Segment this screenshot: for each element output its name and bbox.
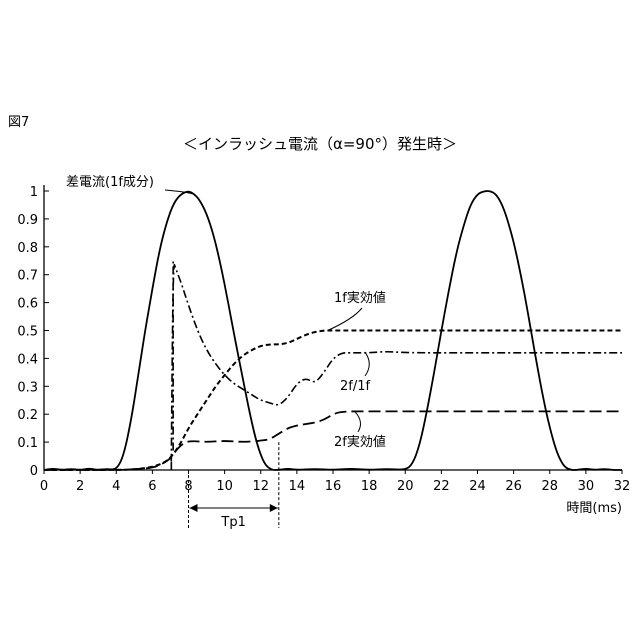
y-tick-label: 0.4	[17, 352, 38, 367]
tp1-arrowhead	[189, 504, 198, 512]
annotation-leader	[364, 352, 370, 377]
y-tick-label: 0.2	[17, 408, 38, 423]
series-line	[44, 329, 622, 471]
y-tick-label: 0	[30, 464, 38, 479]
x-tick-label: 22	[433, 479, 450, 494]
tp1-arrowhead	[269, 504, 278, 512]
y-tick-label: 0.7	[17, 269, 38, 284]
x-tick-label: 24	[469, 479, 486, 494]
x-tick-label: 14	[289, 479, 306, 494]
x-tick-label: 6	[148, 479, 156, 494]
x-tick-label: 32	[614, 479, 631, 494]
annotation-label: 2f実効値	[334, 434, 386, 450]
y-tick-label: 1	[30, 185, 38, 200]
x-axis-label: 時間(ms)	[566, 501, 622, 516]
annotation-leader	[164, 189, 193, 195]
y-tick-label: 0.3	[17, 380, 38, 395]
y-tick-label: 0.6	[17, 297, 38, 312]
annotation-leader	[327, 307, 363, 331]
chart-title: ＜インラッシュ電流（α=90°）発生時＞	[182, 135, 458, 153]
x-tick-label: 4	[112, 479, 120, 494]
x-tick-label: 20	[397, 479, 414, 494]
series-line	[43, 190, 622, 471]
series-line	[170, 264, 622, 462]
y-tick-label: 0.1	[17, 436, 38, 451]
tp1-label: Tp1	[220, 515, 245, 530]
x-tick-label: 30	[578, 479, 595, 494]
x-tick-label: 0	[40, 479, 48, 494]
x-tick-label: 16	[325, 479, 342, 494]
series-line	[44, 410, 622, 471]
x-tick-label: 26	[505, 479, 522, 494]
x-tick-label: 12	[252, 479, 269, 494]
x-tick-label: 28	[541, 479, 558, 494]
x-tick-label: 10	[216, 479, 233, 494]
annotation-label: 2f/1f	[340, 379, 370, 394]
y-tick-label: 0.5	[17, 325, 38, 340]
annotation-label: 1f実効値	[334, 290, 386, 306]
annotation-leader	[354, 411, 362, 433]
figure-label: 図7	[8, 115, 30, 130]
x-tick-label: 18	[361, 479, 378, 494]
y-tick-label: 0.8	[17, 241, 38, 256]
x-tick-label: 2	[76, 479, 84, 494]
y-tick-label: 0.9	[17, 213, 38, 228]
annotation-label: 差電流(1f成分)	[66, 175, 154, 190]
